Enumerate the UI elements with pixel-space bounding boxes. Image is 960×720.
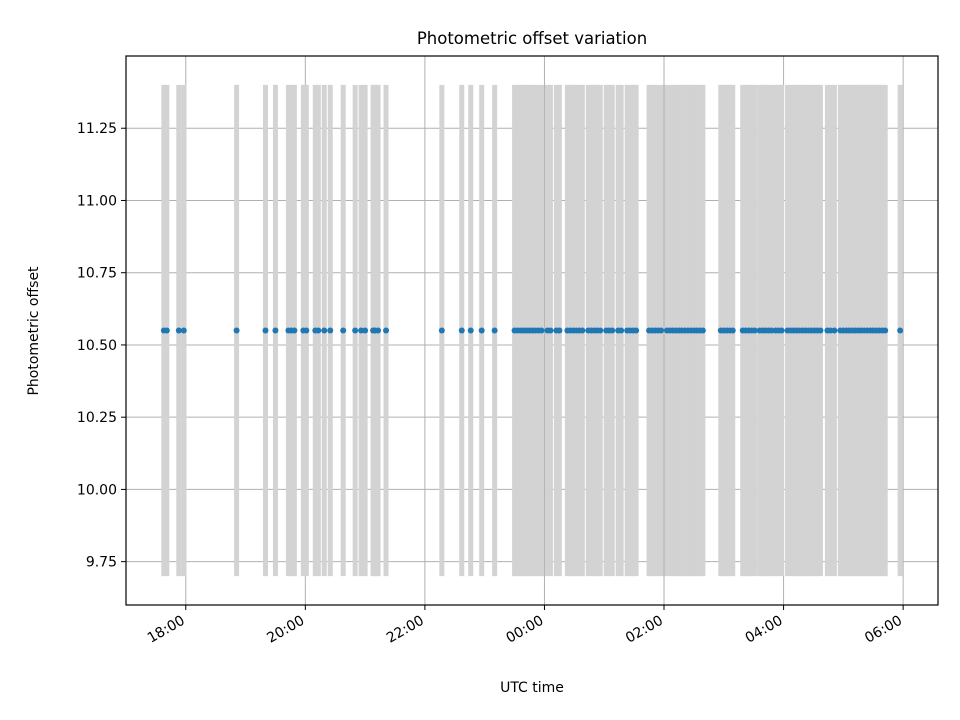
data-point xyxy=(438,327,445,334)
data-point xyxy=(609,327,616,334)
data-point xyxy=(597,327,604,334)
data-point xyxy=(751,327,758,334)
data-point xyxy=(556,327,563,334)
data-point xyxy=(362,327,369,334)
data-point xyxy=(383,327,390,334)
data-point xyxy=(352,327,359,334)
data-point xyxy=(375,327,382,334)
data-point xyxy=(699,327,706,334)
x-tick-label: 20:00 xyxy=(264,613,307,647)
data-point xyxy=(340,327,347,334)
y-axis-label: Photometric offset xyxy=(26,266,42,396)
y-tick-label: 9.75 xyxy=(86,555,117,571)
data-point xyxy=(303,327,310,334)
data-point xyxy=(180,327,187,334)
data-point xyxy=(817,327,824,334)
x-tick-label: 06:00 xyxy=(862,613,905,647)
data-points xyxy=(160,327,904,334)
data-point xyxy=(327,327,334,334)
data-point xyxy=(658,327,665,334)
data-point xyxy=(478,327,485,334)
y-tick-label: 10.00 xyxy=(77,482,117,498)
plot-frame xyxy=(125,55,939,606)
data-point xyxy=(579,327,586,334)
x-tick-label: 00:00 xyxy=(504,613,547,647)
data-point xyxy=(262,327,269,334)
x-axis-ticks: 18:00 20:00 22:00 00:00 02:00 04:00 06:00 xyxy=(145,605,905,647)
data-point xyxy=(729,327,736,334)
x-tick-label: 02:00 xyxy=(623,613,666,647)
x-tick-label: 22:00 xyxy=(384,613,427,647)
data-point xyxy=(897,327,904,334)
y-axis-ticks: 9.75 10.00 10.25 10.50 10.75 11.00 11.25 xyxy=(77,121,126,571)
data-point xyxy=(882,327,889,334)
data-point xyxy=(618,327,625,334)
data-point xyxy=(547,327,554,334)
data-point xyxy=(163,327,170,334)
data-point xyxy=(315,327,322,334)
data-point xyxy=(491,327,498,334)
y-tick-label: 10.75 xyxy=(77,266,117,282)
data-point xyxy=(458,327,465,334)
y-tick-label: 10.50 xyxy=(77,338,117,354)
data-point xyxy=(633,327,640,334)
data-point xyxy=(233,327,240,334)
data-point xyxy=(291,327,298,334)
x-tick-label: 04:00 xyxy=(743,613,786,647)
data-point xyxy=(321,327,328,334)
data-point xyxy=(175,327,182,334)
data-point xyxy=(272,327,279,334)
data-point xyxy=(467,327,474,334)
chart-title: Photometric offset variation xyxy=(417,29,647,48)
y-tick-label: 11.25 xyxy=(77,121,117,137)
y-tick-label: 11.00 xyxy=(77,193,117,209)
data-point xyxy=(831,327,838,334)
data-point xyxy=(778,327,785,334)
x-tick-label: 18:00 xyxy=(145,613,188,647)
y-tick-label: 10.25 xyxy=(77,410,117,426)
x-axis-label: UTC time xyxy=(500,680,564,696)
data-point xyxy=(538,327,545,334)
